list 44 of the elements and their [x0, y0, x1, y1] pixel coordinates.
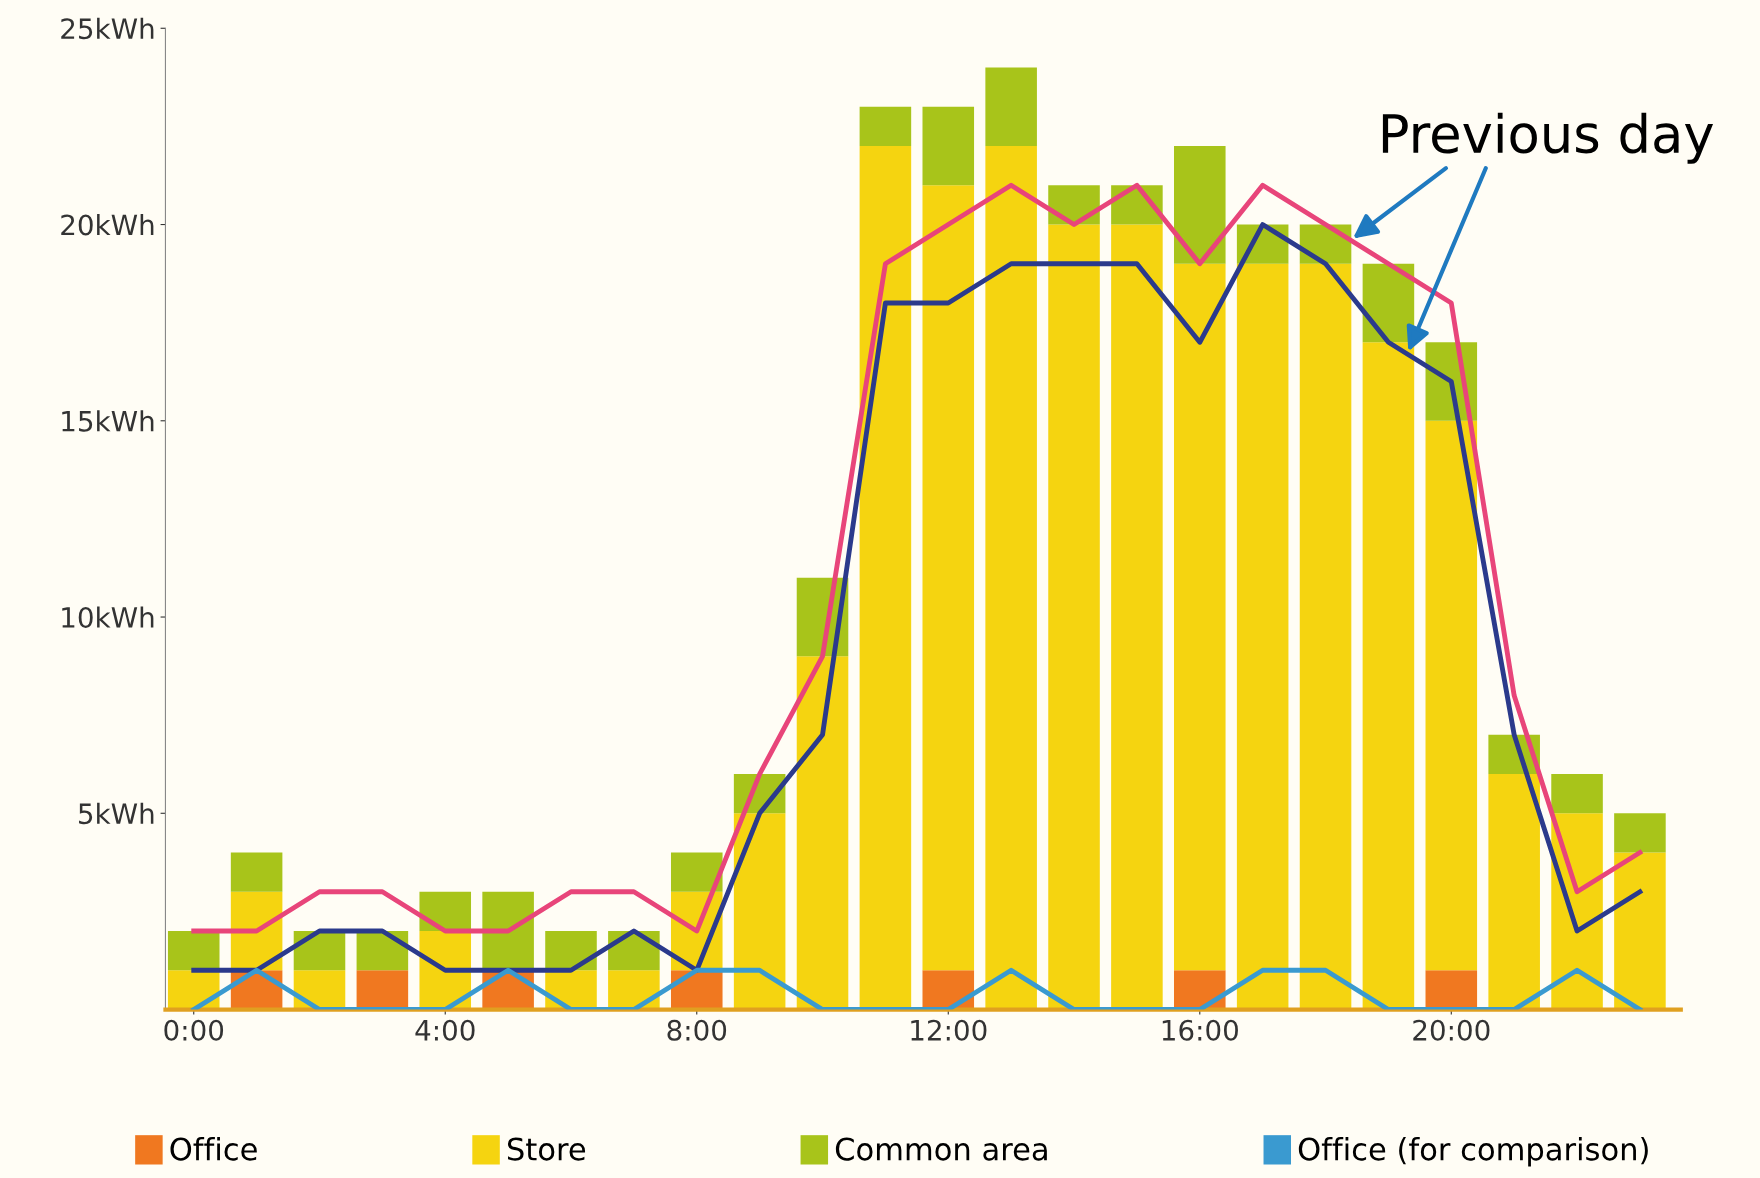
bar	[545, 931, 597, 971]
bar	[482, 891, 534, 971]
bar	[859, 146, 912, 1010]
legend-label: Office	[170, 1137, 257, 1161]
annotation: Previous day	[1382, 112, 1714, 164]
y-tick-label: 10kWh	[62, 606, 154, 628]
bar	[1425, 970, 1478, 1010]
bar	[1236, 263, 1289, 1010]
bar	[1174, 263, 1226, 971]
legend-label: Store	[507, 1137, 586, 1161]
x-tick-label: 8:00	[667, 1019, 727, 1041]
bar	[1614, 813, 1666, 853]
y-tick-label: 25kWh	[61, 17, 154, 40]
bar	[922, 185, 975, 971]
x-tick-label: 4:00	[415, 1019, 475, 1041]
y-tick-label: 20kWh	[61, 213, 154, 236]
x-tick-label: 20:00	[1413, 1019, 1490, 1041]
bar	[733, 813, 786, 1010]
bar	[670, 852, 723, 892]
bar	[1111, 224, 1163, 1010]
legend-label: Common area	[835, 1137, 1047, 1161]
bar	[1362, 342, 1415, 1010]
y-tick-label: 5kWh	[79, 802, 154, 825]
bar	[419, 891, 472, 932]
bar	[356, 970, 409, 1010]
legend-label: Office (for comparison)	[1298, 1137, 1648, 1167]
bar	[1551, 774, 1603, 814]
bar	[796, 656, 849, 1010]
bar	[859, 106, 912, 147]
y-tick-label: 15kWh	[62, 410, 154, 432]
bar	[1048, 224, 1100, 1010]
bar	[1425, 420, 1478, 971]
x-tick-label: 0:00	[164, 1019, 224, 1041]
bar	[230, 852, 283, 892]
bar	[1174, 146, 1226, 264]
bar	[922, 106, 975, 186]
bar	[1299, 263, 1352, 1010]
bar	[985, 146, 1037, 1010]
x-tick-label: 16:00	[1162, 1019, 1238, 1041]
bar	[1488, 774, 1540, 1010]
bar	[167, 931, 220, 971]
x-tick-label: 12:00	[911, 1019, 987, 1041]
bar	[985, 67, 1037, 147]
bar	[1614, 852, 1666, 1010]
